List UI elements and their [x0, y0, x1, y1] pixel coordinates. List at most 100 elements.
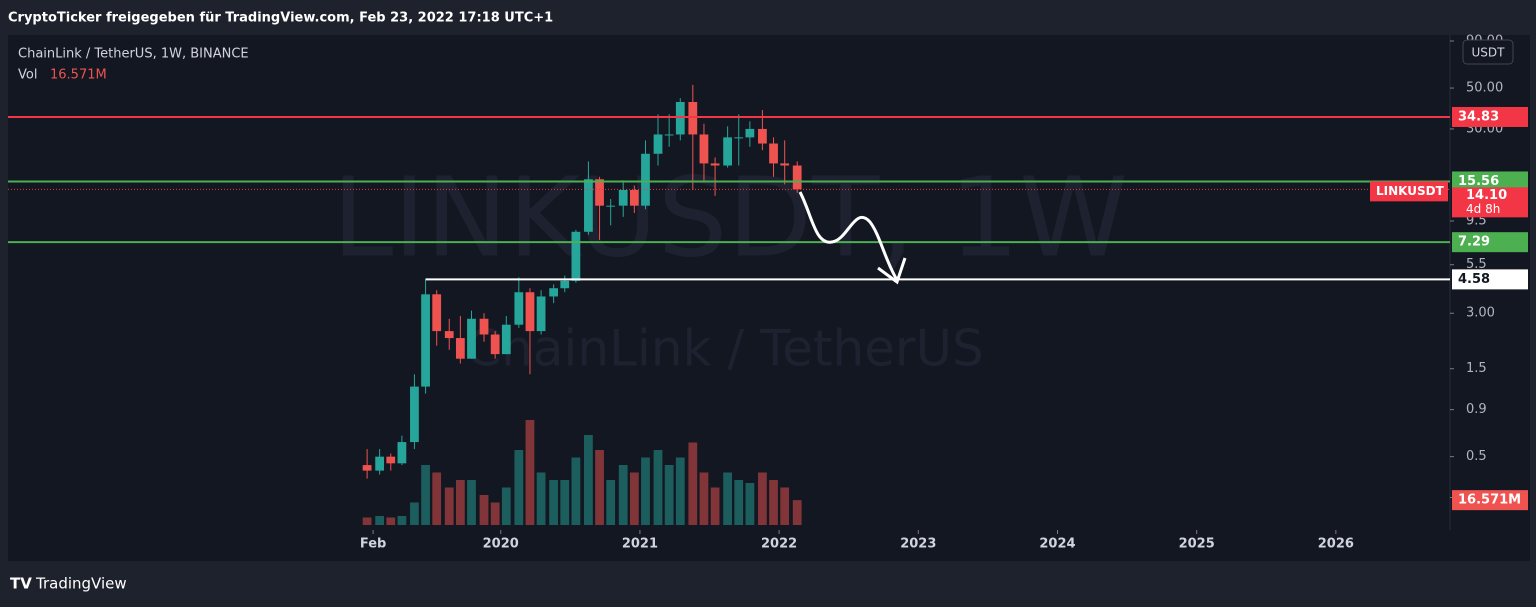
volume-legend-label: Vol: [18, 68, 37, 83]
footer: TV TradingView: [10, 575, 127, 593]
candle-body: [664, 134, 674, 136]
volume-bar: [629, 472, 639, 525]
volume-bar: [710, 487, 720, 525]
footer-logo: TV: [10, 575, 32, 593]
volume-bar: [571, 457, 581, 525]
volume-bar: [514, 450, 524, 525]
level-label-bg: [1452, 171, 1528, 192]
volume-bar: [664, 465, 674, 525]
candle-body: [421, 294, 430, 387]
volume-bar: [525, 420, 535, 525]
candle-body: [734, 137, 744, 139]
last-price-bg: [1452, 187, 1528, 218]
candle-body: [525, 292, 535, 332]
candle-body: [688, 101, 698, 135]
candle-body: [386, 456, 396, 464]
volume-bar: [479, 495, 489, 525]
y-tick-label: 0.5: [1466, 449, 1487, 464]
x-tick-label: 2021: [622, 537, 658, 552]
x-tick-label: 2022: [761, 537, 797, 552]
candle-body: [780, 163, 790, 166]
volume-bar: [595, 450, 604, 525]
candle-body: [549, 288, 559, 297]
header-text: CryptoTicker freigegeben für TradingView…: [8, 11, 553, 26]
level-label-bg: [1452, 269, 1528, 290]
candle-body: [536, 296, 546, 332]
candle-body: [723, 137, 732, 166]
volume-bar: [549, 480, 559, 525]
volume-bar: [723, 472, 732, 525]
volume-bar: [745, 483, 755, 525]
volume-bar: [467, 480, 476, 525]
currency-label: USDT: [1472, 46, 1506, 60]
y-tick-label: 5.5: [1466, 257, 1487, 272]
volume-bar: [455, 480, 465, 525]
x-tick-label: 2024: [1039, 537, 1075, 552]
annotation-arrowhead: [877, 257, 907, 285]
candle-body: [467, 318, 476, 359]
candle-body: [745, 128, 755, 138]
currency-button[interactable]: [1462, 39, 1514, 65]
volume-bar: [675, 457, 685, 525]
level-label: 4.58: [1458, 272, 1490, 287]
level-label: 7.29: [1458, 235, 1490, 250]
x-tick-label: 2023: [900, 537, 936, 552]
volume-bar: [362, 517, 372, 525]
volume-bar: [699, 472, 709, 525]
candle-body: [362, 465, 372, 471]
volume-bar: [641, 457, 650, 525]
candle-body: [653, 134, 663, 154]
candle-body: [769, 143, 778, 164]
candle-body: [432, 294, 442, 332]
x-tick-label: Feb: [360, 537, 386, 552]
candle-body: [641, 153, 650, 206]
chart-title: ChainLink / TetherUS, 1W, BINANCE: [18, 47, 249, 62]
level-label-bg: [1452, 232, 1528, 253]
volume-bar: [501, 487, 511, 525]
y-tick-label: 0.9: [1466, 402, 1487, 417]
x-tick-label: 2020: [483, 537, 519, 552]
level-label: 34.83: [1458, 109, 1499, 124]
volume-bar: [490, 502, 500, 525]
countdown: 4d 8h: [1466, 202, 1500, 216]
candle-body: [479, 318, 489, 335]
volume-tag-bg: [1452, 490, 1528, 511]
symbol-tag: LINKUSDT: [1376, 184, 1445, 198]
candle-body: [375, 456, 385, 471]
candle-body: [501, 324, 511, 355]
volume-bar: [758, 472, 767, 525]
candle-body: [710, 163, 720, 166]
volume-bar: [432, 472, 442, 525]
level-label-bg: [1452, 106, 1528, 127]
volume-bar: [606, 480, 616, 525]
y-tick-label: 50.00: [1466, 81, 1503, 96]
candle-body: [584, 179, 593, 232]
candle-body: [514, 292, 524, 325]
volume-bar: [734, 480, 744, 525]
candle-body: [758, 128, 767, 144]
x-tick-label: 2025: [1179, 537, 1215, 552]
footer-brand: TradingView: [35, 575, 127, 593]
candle-body: [618, 189, 628, 206]
candle-body: [629, 189, 639, 206]
volume-bar: [653, 450, 663, 525]
volume-bar: [536, 472, 546, 525]
y-tick-label: 3.00: [1466, 306, 1495, 321]
volume-bar: [386, 517, 396, 525]
y-tick-label: 1.5: [1466, 361, 1487, 376]
symbol-tag-bg: [1370, 181, 1448, 202]
candle-body: [490, 334, 500, 355]
candle-body: [606, 205, 616, 207]
volume-bar: [444, 487, 454, 525]
plot: 90.0050.0030.009.55.53.001.50.90.50.3Feb…: [8, 33, 1503, 552]
watermark-subtitle: ChainLink / TetherUS: [466, 320, 984, 378]
candle-body: [397, 442, 407, 464]
x-tick-label: 2026: [1318, 537, 1354, 552]
level-label: 15.56: [1458, 174, 1499, 189]
volume-bar: [769, 480, 778, 525]
candle-body: [792, 165, 802, 190]
candle-body: [410, 386, 419, 443]
chart-panel: [8, 35, 1530, 561]
volume-bar: [584, 435, 593, 525]
